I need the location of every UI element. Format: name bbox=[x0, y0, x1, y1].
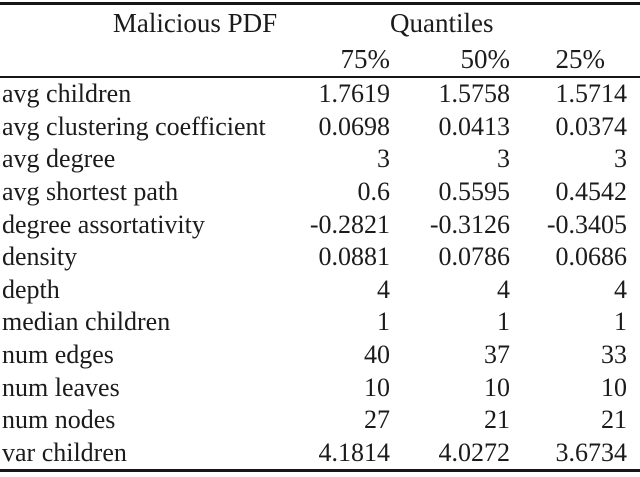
value-q25: 0.4542 bbox=[555, 177, 628, 207]
value-q25: 1 bbox=[614, 307, 628, 337]
value-q50: 1 bbox=[497, 307, 510, 337]
value-q25: 1.5714 bbox=[555, 79, 628, 109]
table-row: avg children 1.7619 1.5758 1.5714 bbox=[0, 77, 640, 111]
group-header-malicious-pdf: Malicious PDF bbox=[112, 8, 278, 38]
row-label: avg shortest path bbox=[2, 177, 179, 207]
value-q25: 3 bbox=[614, 144, 628, 174]
table-row: var children 4.1814 4.0272 3.6734 bbox=[0, 437, 640, 471]
row-label: num leaves bbox=[2, 372, 120, 402]
table-row: degree assortativity -0.2821 -0.3126 -0.… bbox=[0, 208, 640, 241]
value-q25: 0.0686 bbox=[555, 242, 628, 272]
value-q75: 0.0698 bbox=[318, 111, 391, 141]
column-header-75: 75% bbox=[340, 43, 391, 74]
row-label: num edges bbox=[2, 340, 114, 370]
group-header-quantiles: Quantiles bbox=[390, 8, 494, 38]
row-label: density bbox=[2, 242, 78, 272]
table-row: num leaves 10 10 10 bbox=[0, 371, 640, 404]
row-label: num nodes bbox=[2, 405, 116, 435]
value-q75: 4.1814 bbox=[318, 437, 391, 467]
value-q25: 0.0374 bbox=[555, 111, 628, 141]
value-q50: 0.0786 bbox=[438, 242, 511, 272]
value-q50: 0.5595 bbox=[438, 177, 511, 207]
value-q25: 10 bbox=[601, 372, 628, 402]
value-q75: 0.6 bbox=[357, 177, 391, 207]
value-q75: 10 bbox=[364, 372, 390, 402]
value-q50: 1.5758 bbox=[438, 79, 511, 109]
value-q50: 4.0272 bbox=[438, 437, 511, 467]
empty-header-cell bbox=[0, 41, 278, 77]
table-row: avg degree 3 3 3 bbox=[0, 143, 640, 176]
row-label: degree assortativity bbox=[2, 209, 205, 239]
column-header-50: 50% bbox=[460, 43, 511, 74]
table-row: num edges 40 37 33 bbox=[0, 339, 640, 372]
table-header: Malicious PDF Quantiles 75% 50% 25% bbox=[0, 4, 640, 77]
row-label: median children bbox=[2, 307, 171, 337]
value-q25: 21 bbox=[601, 405, 628, 435]
value-q50: 10 bbox=[484, 372, 510, 402]
value-q75: 40 bbox=[364, 340, 390, 370]
value-q75: 4 bbox=[377, 274, 390, 304]
row-label: var children bbox=[2, 437, 127, 467]
value-q25: 4 bbox=[614, 274, 628, 304]
table-row: median children 1 1 1 bbox=[0, 306, 640, 339]
value-q75: 3 bbox=[377, 144, 390, 174]
row-label: depth bbox=[2, 274, 60, 304]
table-body: avg children 1.7619 1.5758 1.5714 avg cl… bbox=[0, 77, 640, 471]
value-q50: 4 bbox=[497, 274, 510, 304]
value-q75: 0.0881 bbox=[318, 242, 391, 272]
value-q50: 0.0413 bbox=[438, 111, 511, 141]
row-label: avg clustering coefficient bbox=[2, 111, 266, 141]
value-q75: 1 bbox=[377, 307, 390, 337]
value-q25: -0.3405 bbox=[546, 209, 628, 239]
value-q50: 37 bbox=[484, 340, 510, 370]
value-q50: -0.3126 bbox=[429, 209, 510, 239]
value-q75: -0.2821 bbox=[309, 209, 390, 239]
table-row: avg shortest path 0.6 0.5595 0.4542 bbox=[0, 176, 640, 209]
value-q25: 3.6734 bbox=[555, 437, 628, 467]
row-label: avg degree bbox=[2, 144, 116, 174]
group-header-row: Malicious PDF Quantiles bbox=[0, 4, 640, 42]
value-q75: 1.7619 bbox=[318, 79, 391, 109]
row-label: avg children bbox=[2, 79, 132, 109]
table-row: depth 4 4 4 bbox=[0, 274, 640, 307]
column-header-25: 25% bbox=[555, 43, 606, 74]
value-q50: 21 bbox=[484, 405, 510, 435]
value-q50: 3 bbox=[497, 144, 510, 174]
table-row: num nodes 27 21 21 bbox=[0, 404, 640, 437]
value-q25: 33 bbox=[601, 340, 628, 370]
value-q75: 27 bbox=[364, 405, 390, 435]
table-row: avg clustering coefficient 0.0698 0.0413… bbox=[0, 111, 640, 144]
quantile-header-row: 75% 50% 25% bbox=[0, 41, 640, 77]
table-row: density 0.0881 0.0786 0.0686 bbox=[0, 241, 640, 274]
